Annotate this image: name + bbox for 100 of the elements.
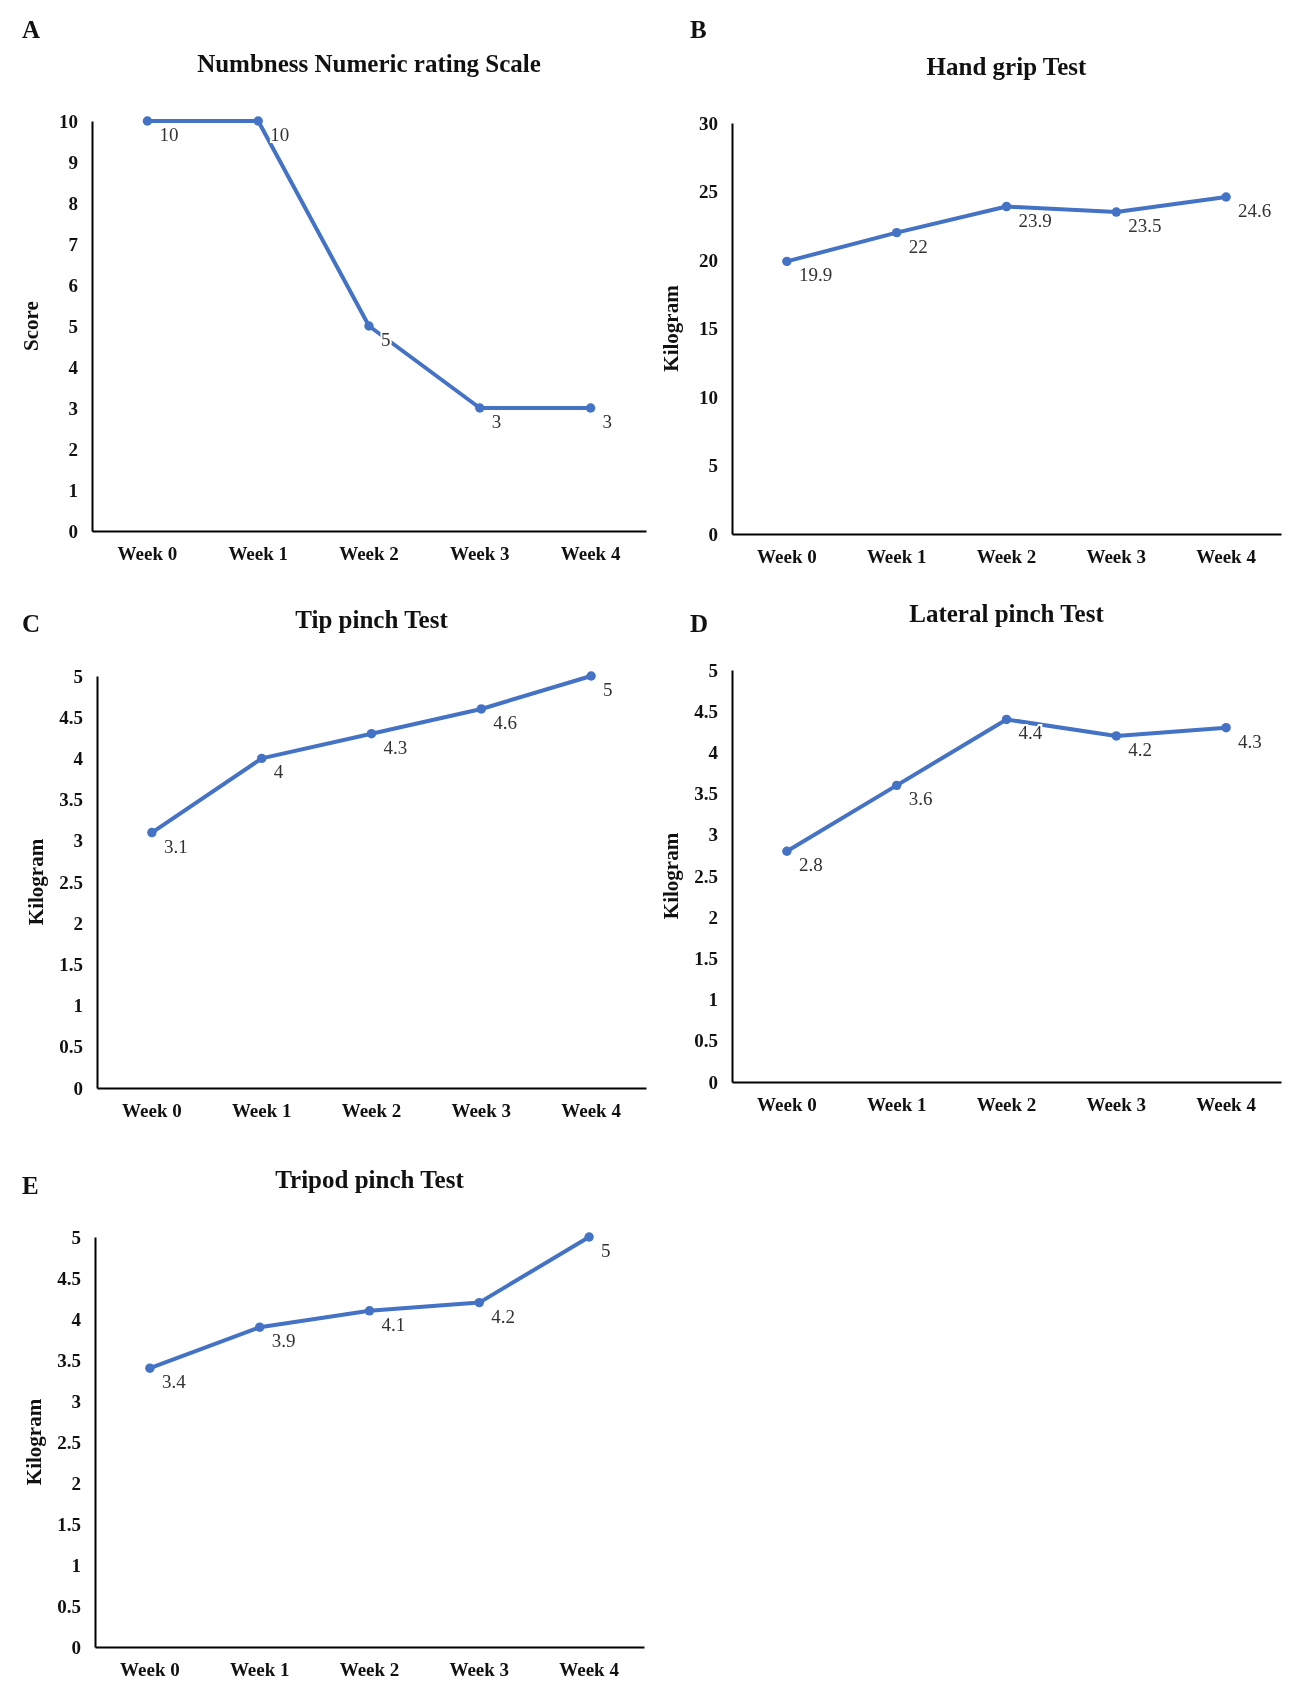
x-tick-label: Week 4	[559, 1659, 620, 1681]
x-tick-label: Week 4	[1196, 1094, 1257, 1116]
y-tick-label: 0.5	[57, 1595, 81, 1617]
x-tick-label: Week 1	[866, 546, 927, 568]
point	[145, 1363, 155, 1373]
y-tick-label: 5	[71, 1226, 81, 1248]
y-tick-label: 2.5	[59, 871, 83, 893]
y-tick-label: 15	[699, 318, 718, 340]
data-label: 4.6	[493, 711, 518, 733]
text: D	[690, 610, 709, 637]
y-tick-label: 25	[699, 181, 718, 203]
data-label: 24.6	[1238, 199, 1272, 221]
text: A	[22, 16, 41, 43]
y-tick-label: 1	[708, 989, 718, 1011]
data-label: 19.9	[798, 264, 833, 286]
data-label: 5	[601, 1240, 611, 1261]
y-tick-label: 5	[708, 659, 718, 681]
data-label: 5	[603, 679, 613, 700]
y-tick-label: 4.5	[57, 1267, 81, 1289]
x-tick-label: Week 3	[451, 1100, 512, 1122]
y-tick-label: 1.5	[57, 1513, 81, 1535]
point	[586, 671, 596, 681]
y-tick-label: 0	[708, 523, 718, 545]
point	[782, 256, 792, 267]
y-tick-label: 0.5	[694, 1030, 718, 1052]
x-tick-label: Week 0	[117, 543, 178, 565]
data-label: 23.5	[1128, 215, 1162, 237]
data-label: 3	[602, 411, 613, 432]
y-tick-label: 1.5	[59, 953, 83, 975]
data-label: 4.2	[1128, 738, 1153, 760]
point	[364, 1306, 375, 1316]
x-tick-label: Week 3	[1086, 1094, 1147, 1116]
x-tick-label: Week 2	[341, 1100, 402, 1122]
x-tick-label: Week 1	[866, 1094, 927, 1116]
y-tick-label: 2.5	[694, 865, 718, 887]
x-tick-label: Week 0	[757, 546, 817, 568]
text: C	[22, 610, 41, 637]
x-tick-label: Week 3	[449, 543, 510, 565]
x-tick-label: Week 1	[228, 543, 289, 565]
y-tick-label: 7	[68, 233, 79, 255]
data-label: 4.3	[1238, 730, 1262, 752]
y-tick-label: 4	[73, 747, 84, 769]
y-tick-label: 20	[699, 249, 718, 271]
data-label: 10	[270, 124, 290, 145]
y-tick-label: 4.5	[59, 706, 83, 728]
data-label: 4.2	[491, 1305, 516, 1327]
point	[585, 403, 596, 413]
y-tick-label: 4	[708, 741, 719, 763]
data-label: 4	[273, 761, 284, 783]
x-tick-label: Week 1	[229, 1659, 290, 1681]
y-tick-label: 1.5	[694, 947, 718, 969]
y-tick-label: 2.5	[57, 1431, 81, 1453]
y-tick-label: 6	[68, 274, 78, 296]
point	[474, 1297, 485, 1308]
chart-title: Tripod pinch Test	[275, 1166, 465, 1193]
y-tick-label: 30	[699, 112, 718, 134]
y-tick-label: 2	[708, 906, 718, 928]
y-tick-label: 3	[68, 397, 78, 419]
data-label: 3.9	[271, 1330, 296, 1352]
point	[1001, 201, 1012, 212]
x-tick-label: Week 2	[976, 1094, 1037, 1116]
point	[1001, 714, 1012, 725]
point	[475, 403, 485, 413]
point	[256, 753, 267, 764]
point	[782, 846, 792, 856]
x-tick-label: Week 1	[231, 1100, 292, 1122]
data-label: 3.1	[163, 835, 188, 857]
x-tick-label: Week 2	[339, 1659, 400, 1681]
y-tick-label: 3.5	[57, 1349, 81, 1371]
point	[254, 1322, 265, 1332]
x-tick-label: Week 0	[122, 1100, 182, 1122]
point	[253, 116, 263, 126]
x-tick-label: Week 4	[1196, 546, 1257, 568]
x-tick-label: Week 2	[976, 546, 1037, 568]
chart-title: Hand grip Test	[926, 53, 1088, 80]
y-tick-label: 2	[68, 438, 78, 460]
chart-title: Numbness Numeric rating Scale	[197, 50, 541, 77]
y-tick-label: 5	[708, 455, 718, 477]
text: E	[22, 1172, 39, 1199]
data-label: 3.6	[908, 788, 933, 810]
point	[364, 321, 374, 331]
y-tick-label: 8	[68, 192, 78, 214]
data-label: 3	[491, 411, 502, 432]
point	[366, 728, 377, 739]
point	[891, 227, 902, 238]
y-axis-title: Kilogram	[659, 832, 683, 920]
chart-title: Lateral pinch Test	[909, 600, 1105, 627]
y-tick-label: 0	[68, 520, 78, 542]
point	[1111, 731, 1122, 741]
x-tick-label: Week 4	[561, 1100, 622, 1122]
x-tick-label: Week 3	[449, 1659, 510, 1681]
x-tick-label: Week 2	[339, 543, 399, 565]
point	[142, 116, 153, 126]
y-tick-label: 1	[71, 1554, 81, 1576]
y-tick-label: 0	[71, 1636, 81, 1658]
data-label: 4.1	[381, 1313, 406, 1335]
y-axis-title: Kilogram	[659, 284, 683, 372]
data-label: 3.4	[161, 1371, 187, 1393]
y-axis-title: Score	[19, 301, 43, 351]
y-tick-label: 4.5	[694, 700, 718, 722]
